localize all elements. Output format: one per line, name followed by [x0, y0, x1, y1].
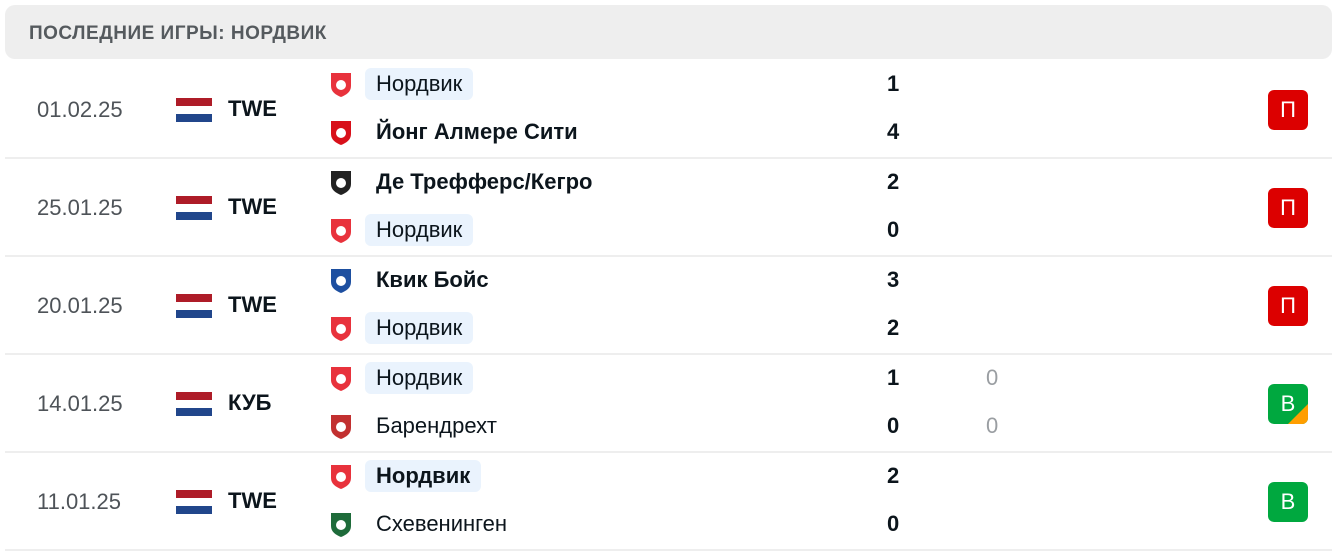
score: 0: [887, 413, 900, 438]
team-logo-icon: [331, 415, 351, 439]
match-row[interactable]: 11.01.25 TWE Нордвик 2 Схевенинген 0 В: [5, 452, 1332, 551]
team-logo-icon: [331, 269, 351, 293]
netherlands-flag-icon: [176, 294, 212, 318]
team-name[interactable]: Нордвик: [365, 214, 474, 246]
score: 2: [887, 169, 900, 194]
match-date: 14.01.25: [37, 391, 123, 416]
result-badge: В: [1268, 384, 1308, 424]
competition[interactable]: TWE: [228, 96, 277, 121]
team-away[interactable]: Йонг Алмере Сити 4: [325, 116, 925, 148]
team-home[interactable]: Нордвик 1: [325, 68, 925, 100]
match-row[interactable]: 01.02.25 TWE Нордвик 1 Йонг Алмере Сити …: [5, 60, 1332, 159]
netherlands-flag-icon: [176, 490, 212, 514]
netherlands-flag-icon: [176, 392, 212, 416]
match-row[interactable]: 25.01.25 TWE Де Трефферс/Кегро 2 Нордвик…: [5, 158, 1332, 257]
section-title: ПОСЛЕДНИЕ ИГРЫ: НОРДВИК: [29, 23, 327, 44]
netherlands-flag-icon: [176, 98, 212, 122]
team-logo-icon: [331, 367, 351, 391]
team-logo-icon: [331, 171, 351, 195]
penalty-score: 0: [986, 365, 999, 390]
match-date: 20.01.25: [37, 293, 123, 318]
result-badge: П: [1268, 90, 1308, 130]
match-date: 01.02.25: [37, 97, 123, 122]
team-logo-icon: [331, 465, 351, 489]
team-logo-icon: [331, 317, 351, 341]
team-name[interactable]: Нордвик: [365, 362, 474, 394]
team-away[interactable]: Схевенинген 0: [325, 508, 925, 540]
score: 0: [887, 217, 900, 242]
team-away[interactable]: Нордвик 0: [325, 214, 925, 246]
team-away[interactable]: Нордвик 2: [325, 312, 925, 344]
score: 4: [887, 119, 900, 144]
result-badge: В: [1268, 482, 1308, 522]
competition[interactable]: TWE: [228, 292, 277, 317]
team-logo-icon: [331, 513, 351, 537]
score: 2: [887, 463, 900, 488]
match-row[interactable]: 20.01.25 TWE Квик Бойс 3 Нордвик 2 П: [5, 256, 1332, 355]
team-name[interactable]: Схевенинген: [376, 511, 508, 536]
team-name[interactable]: Квик Бойс: [376, 267, 489, 292]
competition[interactable]: КУБ: [228, 390, 272, 415]
team-home[interactable]: Де Трефферс/Кегро 2: [325, 166, 925, 198]
competition[interactable]: TWE: [228, 194, 277, 219]
section-header: ПОСЛЕДНИЕ ИГРЫ: НОРДВИК: [5, 5, 1332, 59]
score: 1: [887, 71, 900, 96]
team-name[interactable]: Нордвик: [365, 68, 474, 100]
team-logo-icon: [331, 73, 351, 97]
match-date: 11.01.25: [37, 489, 122, 514]
match-date: 25.01.25: [37, 195, 123, 220]
score: 0: [887, 511, 900, 536]
team-name[interactable]: Нордвик: [365, 312, 474, 344]
team-home[interactable]: Квик Бойс 3: [325, 264, 925, 296]
netherlands-flag-icon: [176, 196, 212, 220]
penalty-score: 0: [986, 413, 999, 438]
team-name[interactable]: Барендрехт: [376, 413, 497, 438]
team-home[interactable]: Нордвик 1 0: [325, 362, 998, 394]
match-row[interactable]: 14.01.25 КУБ Нордвик 1 0 Барендрехт 0 0 …: [5, 354, 1332, 453]
team-name[interactable]: Йонг Алмере Сити: [376, 119, 578, 144]
team-name[interactable]: Де Трефферс/Кегро: [376, 169, 593, 194]
score: 2: [887, 315, 900, 340]
competition[interactable]: TWE: [228, 488, 277, 513]
score: 1: [887, 365, 900, 390]
team-logo-icon: [331, 219, 351, 243]
result-badge: П: [1268, 188, 1308, 228]
team-logo-icon: [331, 121, 351, 145]
team-away[interactable]: Барендрехт 0 0: [325, 410, 998, 442]
score: 3: [887, 267, 900, 292]
result-badge: П: [1268, 286, 1308, 326]
team-name[interactable]: Нордвик: [365, 460, 482, 492]
team-home[interactable]: Нордвик 2: [325, 460, 925, 492]
